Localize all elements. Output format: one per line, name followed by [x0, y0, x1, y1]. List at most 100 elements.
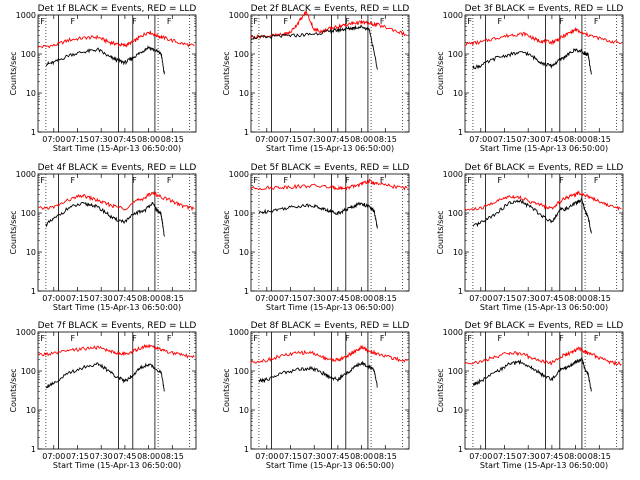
interval-marker: F — [380, 17, 385, 26]
x-tick-label: 08:15 — [588, 135, 611, 144]
x-tick-label: 07:45 — [326, 135, 349, 144]
y-tick-label: 1 — [31, 287, 36, 296]
y-tick-label: 1 — [458, 128, 463, 137]
x-tick-label: 08:00 — [350, 452, 373, 461]
y-tick-label: 10 — [453, 248, 463, 257]
x-tick-label: 07:30 — [303, 294, 326, 303]
x-tick-label: 07:45 — [540, 135, 563, 144]
x-tick-label: 07:30 — [517, 452, 540, 461]
plot-frame — [37, 331, 197, 450]
plot-frame — [464, 331, 624, 450]
interval-marker: F — [559, 334, 564, 343]
panel-7f: Det 7f BLACK = Events, RED = LLD 1 10 100 10… — [9, 321, 196, 470]
panel-title: Det 5f BLACK = Events, RED = LLD — [251, 163, 410, 173]
y-tick-label: 1000 — [16, 11, 36, 20]
interval-marker: F — [497, 334, 502, 343]
panel-title: Det 6f BLACK = Events, RED = LLD — [465, 163, 624, 173]
x-tick-label: 07:30 — [90, 452, 113, 461]
x-tick-label: 07:45 — [113, 135, 136, 144]
x-tick-label: 07:15 — [493, 294, 516, 303]
interval-marker: F — [167, 176, 172, 185]
events-series-line — [45, 44, 165, 75]
x-tick-label: 08:15 — [374, 452, 397, 461]
x-tick-label: 07:30 — [90, 294, 113, 303]
lld-series-line — [464, 346, 622, 366]
x-tick-label: 07:00 — [255, 294, 278, 303]
y-tick-label: 10 — [239, 406, 249, 415]
panel-5f: Det 5f BLACK = Events, RED = LLD 1 10 100 10… — [222, 163, 409, 312]
y-tick-label: 100 — [448, 367, 463, 376]
events-series-line — [45, 362, 165, 392]
y-tick-label: 1000 — [229, 170, 249, 179]
x-tick-label: 08:00 — [137, 135, 160, 144]
y-tick-label: 1 — [244, 128, 249, 137]
y-tick-label: 1 — [244, 445, 249, 454]
x-axis-label: Start Time (15-Apr-13 06:50:00) — [53, 461, 181, 470]
events-series-line — [258, 360, 378, 389]
x-tick-label: 08:15 — [588, 294, 611, 303]
interval-marker: F — [283, 334, 288, 343]
x-tick-label: 08:00 — [350, 294, 373, 303]
x-tick-label: 07:30 — [303, 135, 326, 144]
panel-title: Det 3f BLACK = Events, RED = LLD — [465, 4, 624, 14]
x-tick-label: 08:15 — [161, 452, 184, 461]
lld-series-line — [464, 190, 622, 212]
x-tick-label: 07:15 — [279, 294, 302, 303]
y-tick-label: 1000 — [443, 11, 463, 20]
events-series-line — [472, 47, 592, 75]
interval-marker: F — [132, 334, 137, 343]
x-axis-label: Start Time (15-Apr-13 06:50:00) — [266, 461, 394, 470]
interval-marker: F — [594, 176, 599, 185]
x-tick-label: 07:45 — [326, 294, 349, 303]
panel-4f: Det 4f BLACK = Events, RED = LLD 1 10 100 10… — [9, 163, 196, 312]
y-tick-label: 100 — [234, 50, 249, 59]
y-axis-label: Counts/sec — [436, 368, 445, 412]
interval-marker: F — [167, 334, 172, 343]
interval-marker: F — [283, 17, 288, 26]
x-tick-label: 07:45 — [540, 452, 563, 461]
y-tick-label: 1000 — [16, 170, 36, 179]
x-tick-label: 07:30 — [517, 294, 540, 303]
plot-frame — [37, 173, 197, 292]
interval-marker: F — [345, 176, 350, 185]
interval-marker: F — [559, 17, 564, 26]
interval-marker: F — [253, 176, 258, 185]
interval-marker: F — [40, 176, 45, 185]
plot-frame — [464, 14, 624, 133]
interval-marker: F — [70, 17, 75, 26]
x-tick-label: 07:15 — [279, 452, 302, 461]
plot-frame — [37, 14, 197, 133]
x-tick-label: 07:00 — [469, 135, 492, 144]
y-axis-label: Counts/sec — [436, 210, 445, 254]
panel-8f: Det 8f BLACK = Events, RED = LLD 1 10 100 10… — [222, 321, 409, 470]
x-axis-label: Start Time (15-Apr-13 06:50:00) — [53, 303, 181, 312]
x-tick-label: 07:15 — [493, 452, 516, 461]
x-tick-label: 07:30 — [303, 452, 326, 461]
panel-title: Det 1f BLACK = Events, RED = LLD — [38, 4, 197, 14]
x-tick-label: 07:45 — [113, 294, 136, 303]
x-tick-label: 07:00 — [255, 135, 278, 144]
y-tick-label: 100 — [21, 50, 36, 59]
y-axis-label: Counts/sec — [9, 210, 18, 254]
y-axis-label: Counts/sec — [222, 210, 231, 254]
y-tick-label: 10 — [26, 248, 36, 257]
y-axis-label: Counts/sec — [222, 368, 231, 412]
y-tick-label: 100 — [234, 209, 249, 218]
plot-frame — [250, 14, 410, 133]
y-tick-label: 10 — [453, 406, 463, 415]
panel-3f: Det 3f BLACK = Events, RED = LLD 1 10 100 10… — [436, 4, 623, 153]
y-axis-label: Counts/sec — [436, 51, 445, 95]
panel-1f: Det 1f BLACK = Events, RED = LLD 1 10 100 10… — [9, 4, 196, 153]
x-axis-label: Start Time (15-Apr-13 06:50:00) — [266, 144, 394, 153]
events-series-line — [472, 356, 592, 392]
events-series-line — [258, 201, 378, 229]
x-tick-label: 08:15 — [374, 294, 397, 303]
lld-series-line — [37, 190, 195, 212]
y-tick-label: 1000 — [443, 328, 463, 337]
panel-title: Det 7f BLACK = Events, RED = LLD — [38, 321, 197, 331]
y-axis-label: Counts/sec — [9, 368, 18, 412]
interval-marker: F — [132, 17, 137, 26]
interval-marker: F — [594, 17, 599, 26]
interval-marker: F — [167, 17, 172, 26]
